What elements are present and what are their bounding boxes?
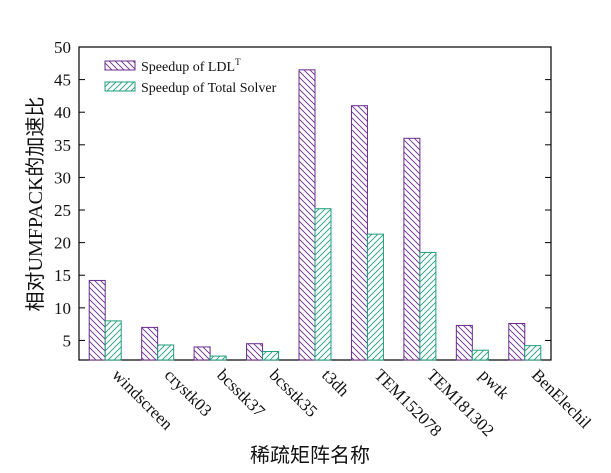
x-category-label: pwtk	[476, 365, 514, 403]
y-tick-label: 10	[54, 299, 71, 318]
bar-total-windscreen	[104, 320, 122, 361]
legend-swatch-total	[104, 81, 136, 92]
bar-total-bcsstk37	[209, 355, 227, 361]
y-axis: 5 10 15 20 25 30 35 40 45 50	[54, 38, 551, 350]
x-category-label: BenElechil	[528, 365, 595, 432]
bar-ldl-pwtk	[455, 324, 473, 361]
bar-total-crystk03	[157, 344, 175, 361]
y-tick-label: 35	[54, 136, 71, 155]
x-axis-title: 稀疏矩阵名称	[250, 444, 370, 467]
bar-ldl-t3dh	[298, 69, 316, 361]
bar-total-pwtk	[471, 349, 489, 361]
bar-total-tem152078	[366, 233, 384, 361]
bar-ldl-tem181302	[403, 137, 421, 361]
bar-ldl-windscreen	[88, 279, 106, 361]
legend-swatch-ldl	[104, 60, 136, 71]
x-category-label: t3dh	[318, 365, 353, 400]
y-tick-label: 5	[63, 331, 72, 350]
y-tick-label: 45	[54, 71, 71, 90]
y-tick-label: 50	[54, 38, 71, 57]
legend-label-total: Speedup of Total Solver	[141, 81, 277, 96]
y-tick-label: 30	[54, 168, 71, 187]
bar-total-benelechil	[524, 345, 542, 361]
bar-ldl-bcsstk35	[246, 343, 264, 361]
y-tick-label: 40	[54, 103, 71, 122]
legend-label-ldl-superscript: T	[235, 57, 241, 67]
legend: Speedup of LDLT Speedup of Total Solver	[104, 57, 277, 96]
legend-label-ldl: Speedup of LDLT	[141, 57, 241, 75]
y-tick-label: 20	[54, 234, 71, 253]
y-axis-title: 相对UMFPACK的加速比	[24, 97, 47, 312]
bar-series-group	[88, 69, 542, 361]
x-category-label: bcsstk37	[213, 365, 269, 421]
y-tick-label: 25	[54, 201, 71, 220]
bar-total-tem181302	[419, 251, 437, 361]
bar-ldl-bcsstk37	[193, 346, 211, 361]
legend-label-ldl-text: Speedup of LDL	[141, 60, 235, 75]
x-category-label: bcsstk35	[266, 365, 322, 421]
y-tick-label: 15	[54, 266, 71, 285]
bar-ldl-crystk03	[141, 326, 159, 361]
bar-total-bcsstk35	[262, 351, 280, 361]
bar-total-t3dh	[314, 208, 332, 361]
bar-ldl-benelechil	[508, 322, 526, 361]
bar-ldl-tem152078	[350, 105, 368, 361]
